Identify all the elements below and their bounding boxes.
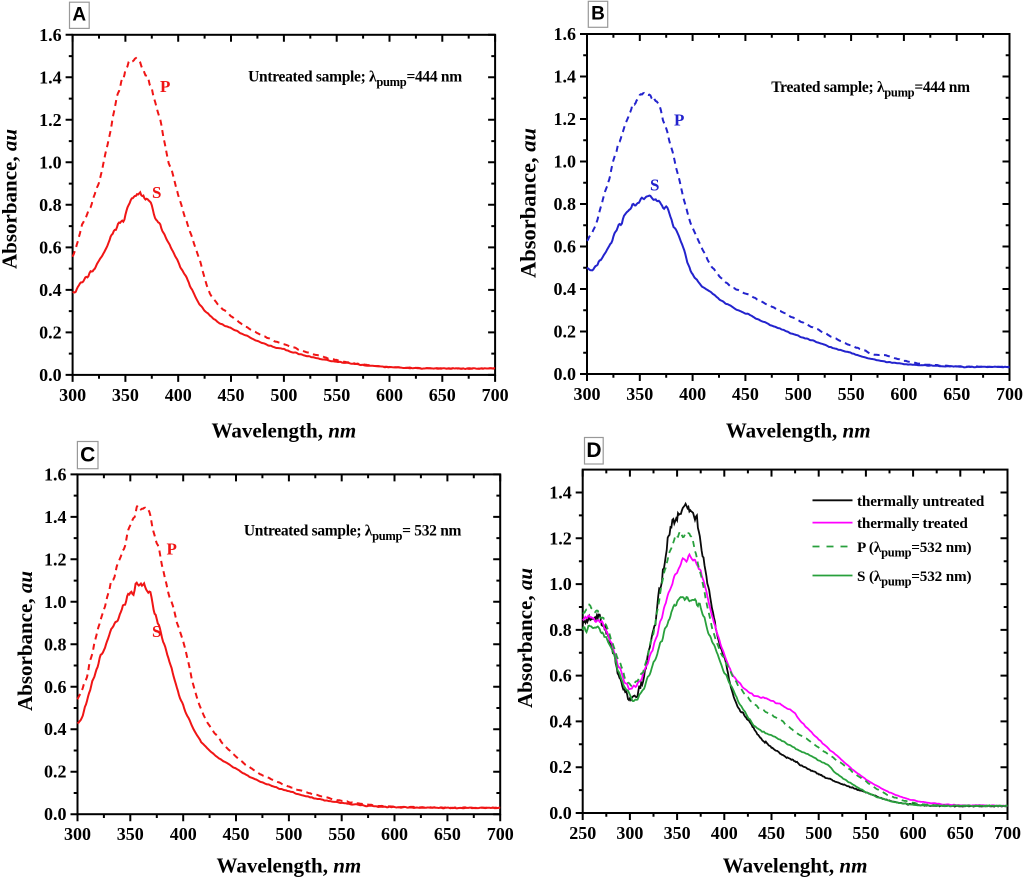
svg-text:0.0: 0.0 <box>39 365 62 385</box>
svg-text:S: S <box>152 622 161 641</box>
svg-text:1.0: 1.0 <box>44 592 67 612</box>
svg-text:450: 450 <box>223 824 250 844</box>
svg-text:Absorbance, au: Absorbance, au <box>13 571 37 711</box>
svg-text:550: 550 <box>328 824 355 844</box>
svg-text:P: P <box>167 540 177 559</box>
svg-text:400: 400 <box>170 824 197 844</box>
svg-text:1.4: 1.4 <box>39 67 62 87</box>
svg-text:400: 400 <box>679 384 706 404</box>
svg-text:1.2: 1.2 <box>554 109 577 129</box>
svg-text:350: 350 <box>664 823 691 843</box>
svg-text:1.0: 1.0 <box>554 152 577 172</box>
svg-text:C: C <box>80 443 95 466</box>
svg-text:550: 550 <box>323 385 350 405</box>
svg-text:0.0: 0.0 <box>549 803 572 823</box>
svg-text:650: 650 <box>434 824 461 844</box>
svg-text:Wavelength, nm: Wavelength, nm <box>217 854 362 878</box>
svg-text:0.8: 0.8 <box>44 634 67 654</box>
svg-text:650: 650 <box>429 385 456 405</box>
svg-text:0.0: 0.0 <box>44 804 67 824</box>
svg-text:0.6: 0.6 <box>549 666 572 686</box>
svg-text:300: 300 <box>616 823 643 843</box>
svg-text:Untreated sample; λpump= 532 n: Untreated sample; λpump= 532 nm <box>244 523 462 544</box>
svg-text:700: 700 <box>996 384 1023 404</box>
svg-text:550: 550 <box>852 823 879 843</box>
svg-text:0.6: 0.6 <box>44 677 67 697</box>
svg-text:A: A <box>72 5 86 26</box>
svg-text:1.4: 1.4 <box>44 507 67 527</box>
svg-text:0.6: 0.6 <box>554 237 577 257</box>
svg-text:500: 500 <box>785 384 812 404</box>
svg-text:0.2: 0.2 <box>39 322 62 342</box>
svg-text:1.6: 1.6 <box>39 25 62 45</box>
svg-text:0.6: 0.6 <box>39 237 62 257</box>
svg-text:0.4: 0.4 <box>554 279 577 299</box>
svg-text:250: 250 <box>569 823 596 843</box>
svg-text:400: 400 <box>711 823 738 843</box>
svg-text:Wavelength, nm: Wavelength, nm <box>212 419 357 443</box>
svg-text:350: 350 <box>626 384 653 404</box>
svg-text:Absorbance, au: Absorbance, au <box>513 568 537 708</box>
svg-text:600: 600 <box>900 823 927 843</box>
svg-text:450: 450 <box>758 823 785 843</box>
svg-text:Wavelenght, nm: Wavelenght, nm <box>723 854 868 878</box>
svg-text:Wavelength, nm: Wavelength, nm <box>726 419 871 443</box>
svg-text:500: 500 <box>805 823 832 843</box>
svg-text:S: S <box>650 176 659 195</box>
svg-text:0.8: 0.8 <box>554 194 577 214</box>
svg-text:300: 300 <box>64 824 91 844</box>
svg-text:0.2: 0.2 <box>44 762 67 782</box>
svg-text:500: 500 <box>275 824 302 844</box>
svg-text:Treated sample; λpump=444 nm: Treated sample; λpump=444 nm <box>771 79 970 100</box>
svg-text:500: 500 <box>270 385 297 405</box>
svg-text:700: 700 <box>994 823 1021 843</box>
svg-text:300: 300 <box>59 385 86 405</box>
svg-text:1.6: 1.6 <box>554 24 577 44</box>
svg-text:550: 550 <box>838 384 865 404</box>
svg-text:450: 450 <box>218 385 245 405</box>
svg-text:300: 300 <box>574 384 601 404</box>
svg-text:400: 400 <box>165 385 192 405</box>
svg-text:1.2: 1.2 <box>39 110 62 130</box>
svg-text:350: 350 <box>117 824 144 844</box>
svg-text:1.0: 1.0 <box>549 574 572 594</box>
svg-text:1.4: 1.4 <box>549 483 572 503</box>
svg-text:600: 600 <box>381 824 408 844</box>
svg-text:0.4: 0.4 <box>549 711 572 731</box>
svg-text:0.4: 0.4 <box>44 719 67 739</box>
svg-text:600: 600 <box>890 384 917 404</box>
svg-text:1.6: 1.6 <box>44 464 67 484</box>
svg-text:1.0: 1.0 <box>39 152 62 172</box>
svg-text:Absorbance, au: Absorbance, au <box>0 129 21 269</box>
svg-text:thermally untreated: thermally untreated <box>857 493 985 510</box>
svg-text:0.4: 0.4 <box>39 280 62 300</box>
svg-text:1.2: 1.2 <box>44 549 67 569</box>
svg-text:650: 650 <box>947 823 974 843</box>
svg-text:P: P <box>160 77 170 96</box>
svg-text:700: 700 <box>487 824 514 844</box>
svg-text:0.2: 0.2 <box>554 322 577 342</box>
svg-text:S: S <box>152 183 161 202</box>
svg-text:1.2: 1.2 <box>549 528 572 548</box>
svg-text:700: 700 <box>482 385 509 405</box>
svg-text:650: 650 <box>943 384 970 404</box>
svg-text:600: 600 <box>376 385 403 405</box>
svg-text:D: D <box>586 439 601 462</box>
svg-text:0.8: 0.8 <box>39 195 62 215</box>
svg-text:Absorbance, au: Absorbance, au <box>516 128 541 278</box>
svg-text:1.4: 1.4 <box>554 67 577 87</box>
svg-text:0.2: 0.2 <box>549 757 572 777</box>
svg-text:0.8: 0.8 <box>549 620 572 640</box>
svg-text:Untreated sample; λpump=444 nm: Untreated sample; λpump=444 nm <box>248 69 462 90</box>
svg-text:B: B <box>591 4 605 25</box>
svg-text:350: 350 <box>112 385 139 405</box>
svg-text:450: 450 <box>732 384 759 404</box>
svg-text:0.0: 0.0 <box>554 364 577 384</box>
svg-text:P: P <box>674 111 684 130</box>
svg-text:thermally treated: thermally treated <box>857 515 968 532</box>
